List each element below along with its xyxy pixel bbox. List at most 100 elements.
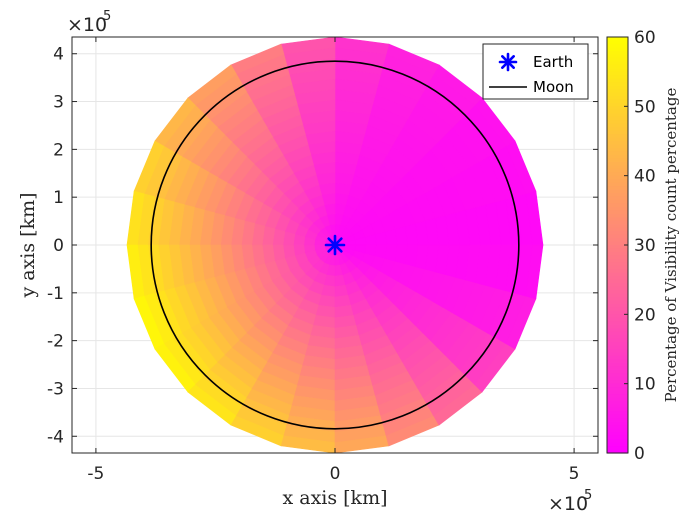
heatmap-cell [334,37,390,55]
colorbar-segment [607,317,628,322]
colorbar-segment [607,303,628,308]
colorbar-tick-label: 40 [634,167,656,187]
colorbar-segment [607,123,628,128]
colorbar-segment [607,418,628,423]
colorbar-segment [607,446,628,451]
y-tick-label: -2 [47,332,64,352]
colorbar-segment [607,262,628,267]
colorbar-segment [607,279,628,284]
colorbar-tick-label: 0 [634,444,645,464]
colorbar-segment [607,68,628,73]
colorbar-segment [607,373,628,378]
colorbar-segment [607,144,628,149]
colorbar-segment [607,425,628,430]
colorbar-segment [607,297,628,302]
colorbar-segment [607,359,628,364]
colorbar-segment [607,227,628,232]
colorbar-segment [607,238,628,243]
colorbar-segment [607,189,628,194]
colorbar-segment [607,102,628,107]
colorbar-segment [607,442,628,447]
y-tick-label: 0 [53,236,64,256]
x-exponent: ×10 5 [548,488,592,515]
colorbar-segment [607,224,628,229]
colorbar-segment [607,175,628,180]
colorbar-segment [607,186,628,191]
colorbar-segment [607,293,628,298]
colorbar-segment [607,428,628,433]
x-exponent-power: 5 [584,488,592,503]
moon-orbit-circle [150,60,520,430]
colorbar-segment [607,421,628,426]
colorbar-segment [607,241,628,246]
colorbar-segment [607,168,628,173]
colorbar-segment [607,99,628,104]
colorbar-segment [607,307,628,312]
colorbar-segment [607,390,628,395]
colorbar-segment [607,265,628,270]
colorbar-ticks: 0 10 20 30 40 50 60 [624,28,656,464]
colorbar-segment [607,380,628,385]
legend-earth-asterisk [498,52,518,72]
colorbar-segment [607,414,628,419]
colorbar: 0 10 20 30 40 50 60 Percentage of Visibility c… [606,28,680,464]
colorbar-segment [607,113,628,118]
colorbar-segment [607,369,628,374]
colorbar-segment [607,82,628,87]
colorbar-segment [607,248,628,253]
colorbar-segment [607,50,628,55]
colorbar-segment [607,407,628,412]
colorbar-label: Percentage of Visibility count percentag… [662,88,680,403]
colorbar-segment [607,349,628,354]
colorbar-segment [607,154,628,159]
colorbar-segment [607,269,628,274]
y-axis-label: y axis [km] [17,192,39,298]
colorbar-segment [607,321,628,326]
colorbar-segment [607,394,628,399]
colorbar-segment [607,376,628,381]
colorbar-segment [607,217,628,222]
colorbar-segment [607,220,628,225]
x-tick-label: 5 [569,464,580,484]
colorbar-segment [607,127,628,132]
colorbar-segment [607,43,628,48]
y-tick-label: 1 [53,188,64,208]
colorbar-tick-label: 30 [634,236,656,256]
heatmap-cell [525,244,544,300]
colorbar-segment [607,324,628,329]
earth-marker-layer [324,234,346,256]
y-exponent-power: 5 [103,9,111,24]
colorbar-segment [607,109,628,114]
colorbar-segment [607,196,628,201]
colorbar-segment [607,439,628,444]
colorbar-segment [607,397,628,402]
colorbar-segment [607,71,628,76]
colorbar-segment [607,231,628,236]
earth-marker [324,234,346,256]
colorbar-segment [607,276,628,281]
colorbar-segment [607,57,628,62]
colorbar-segment [607,331,628,336]
earth-marker-stroke [501,55,515,69]
colorbar-segment [607,245,628,250]
colorbar-segment [607,120,628,125]
x-exponent-base: ×10 [548,493,588,515]
y-tick-label: 3 [53,93,64,113]
colorbar-segment [607,141,628,146]
colorbar-segment [607,383,628,388]
colorbar-segment [607,147,628,152]
colorbar-segment [607,158,628,163]
colorbar-tick-label: 50 [634,97,656,117]
colorbar-tick-label: 20 [634,305,656,325]
colorbar-segment [607,258,628,263]
colorbar-segment [607,203,628,208]
x-axis-label: x axis [km] [282,487,387,509]
colorbar-segment [607,300,628,305]
x-tick-label: -5 [87,464,104,484]
earth-marker-stroke [327,237,343,253]
colorbar-segment [607,206,628,211]
colorbar-tick-label: 10 [634,375,656,395]
colorbar-segment [607,449,628,454]
colorbar-segment [607,401,628,406]
